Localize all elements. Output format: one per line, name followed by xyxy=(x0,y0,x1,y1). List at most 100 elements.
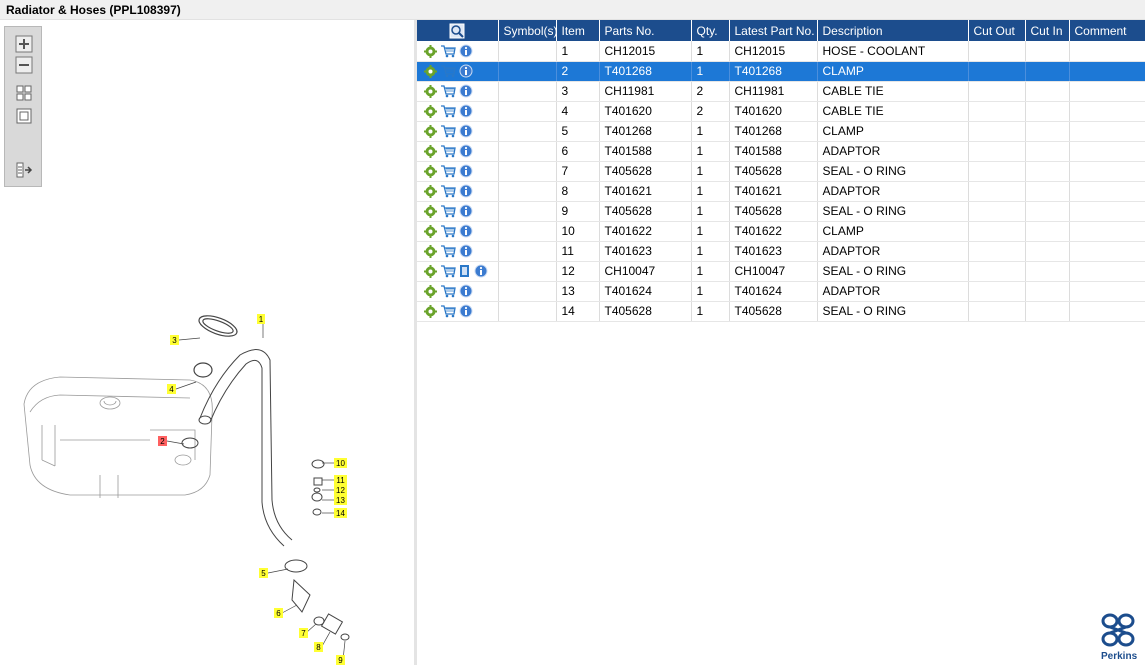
cell-latest-part-no: T401621 xyxy=(729,181,818,202)
callout-5[interactable]: 5 xyxy=(259,568,268,578)
cart-icon[interactable] xyxy=(440,225,456,238)
gear-icon[interactable] xyxy=(424,244,437,258)
callout-3[interactable]: 3 xyxy=(170,335,179,345)
gear-icon[interactable] xyxy=(424,84,437,98)
table-row[interactable]: 10 T401622 1 T401622 CLAMP xyxy=(417,221,1145,242)
info-icon[interactable] xyxy=(459,124,473,138)
cell-qty: 1 xyxy=(691,161,730,182)
cell-item: 1 xyxy=(556,41,600,62)
callout-14[interactable]: 14 xyxy=(334,508,347,518)
info-icon[interactable] xyxy=(459,204,473,218)
cart-icon[interactable] xyxy=(440,145,456,158)
zoom-out-button[interactable] xyxy=(13,54,33,74)
callout-2[interactable]: 2 xyxy=(158,436,167,446)
gear-icon[interactable] xyxy=(424,64,437,78)
info-icon[interactable] xyxy=(459,284,473,298)
table-row[interactable]: 3 CH11981 2 CH11981 CABLE TIE xyxy=(417,81,1145,102)
callout-10[interactable]: 10 xyxy=(334,458,347,468)
info-icon[interactable] xyxy=(474,264,488,278)
column-header-comment[interactable]: Comment xyxy=(1069,20,1145,41)
callout-8[interactable]: 8 xyxy=(314,642,323,652)
cart-icon[interactable] xyxy=(440,65,456,78)
callout-13[interactable]: 13 xyxy=(334,495,347,505)
cell-comment xyxy=(1069,181,1145,202)
column-header-item[interactable]: Item xyxy=(556,20,600,41)
column-header-latest-part-no[interactable]: Latest Part No. xyxy=(729,20,818,41)
info-icon[interactable] xyxy=(459,164,473,178)
table-row[interactable]: 11 T401623 1 T401623 ADAPTOR xyxy=(417,241,1145,262)
table-row[interactable]: 8 T401621 1 T401621 ADAPTOR xyxy=(417,181,1145,202)
info-icon[interactable] xyxy=(459,184,473,198)
cart-icon[interactable] xyxy=(440,85,456,98)
gear-icon[interactable] xyxy=(424,144,437,158)
gear-icon[interactable] xyxy=(424,164,437,178)
document-icon[interactable] xyxy=(459,264,471,278)
callout-9[interactable]: 9 xyxy=(336,655,345,665)
illustration-pane[interactable]: 1 3 4 2 10 11 12 13 14 5 6 7 8 9 xyxy=(0,20,414,665)
row-actions xyxy=(417,81,499,102)
column-header-symbols[interactable]: Symbol(s) xyxy=(498,20,557,41)
info-icon[interactable] xyxy=(459,104,473,118)
gear-icon[interactable] xyxy=(424,184,437,198)
table-row[interactable]: 9 T405628 1 T405628 SEAL - O RING xyxy=(417,201,1145,222)
cell-cut-in xyxy=(1025,181,1070,202)
column-header-qty[interactable]: Qty. xyxy=(691,20,730,41)
table-row[interactable]: 5 T401268 1 T401268 CLAMP xyxy=(417,121,1145,142)
gear-icon[interactable] xyxy=(424,44,437,58)
cart-icon[interactable] xyxy=(440,45,456,58)
callout-1[interactable]: 1 xyxy=(257,314,265,324)
table-row[interactable]: 12 CH10047 1 CH10047 SEAL - O RING xyxy=(417,261,1145,282)
info-icon[interactable] xyxy=(459,84,473,98)
gear-icon[interactable] xyxy=(424,264,437,278)
column-header-tools[interactable] xyxy=(417,20,499,41)
info-icon[interactable] xyxy=(459,144,473,158)
pane-splitter[interactable] xyxy=(414,20,417,665)
cart-icon[interactable] xyxy=(440,125,456,138)
cart-icon[interactable] xyxy=(440,185,456,198)
fit-window-button[interactable] xyxy=(13,105,33,125)
fit-all-icon xyxy=(16,85,32,101)
table-row[interactable]: 7 T405628 1 T405628 SEAL - O RING xyxy=(417,161,1145,182)
cart-icon[interactable] xyxy=(440,305,456,318)
info-icon[interactable] xyxy=(459,64,473,78)
info-icon[interactable] xyxy=(459,304,473,318)
zoom-in-icon xyxy=(15,35,33,53)
table-row[interactable]: 14 T405628 1 T405628 SEAL - O RING xyxy=(417,301,1145,322)
table-row[interactable]: 1 CH12015 1 CH12015 HOSE - COOLANT xyxy=(417,41,1145,62)
gear-icon[interactable] xyxy=(424,124,437,138)
cart-icon[interactable] xyxy=(440,245,456,258)
gear-icon[interactable] xyxy=(424,224,437,238)
table-row[interactable]: 2 T401268 1 T401268 CLAMP xyxy=(417,61,1145,82)
info-icon[interactable] xyxy=(459,224,473,238)
table-row[interactable]: 4 T401620 2 T401620 CABLE TIE xyxy=(417,101,1145,122)
cart-icon[interactable] xyxy=(440,265,456,278)
info-icon[interactable] xyxy=(459,44,473,58)
gear-icon[interactable] xyxy=(424,284,437,298)
parts-diagram[interactable]: 1 3 4 2 10 11 12 13 14 5 6 7 8 9 xyxy=(0,20,414,665)
callout-12[interactable]: 12 xyxy=(334,485,347,495)
zoom-in-button[interactable] xyxy=(13,33,33,53)
gear-icon[interactable] xyxy=(424,204,437,218)
cart-icon[interactable] xyxy=(440,165,456,178)
callout-7[interactable]: 7 xyxy=(299,628,308,638)
info-icon[interactable] xyxy=(459,244,473,258)
callout-11[interactable]: 11 xyxy=(334,475,347,485)
column-header-description[interactable]: Description xyxy=(817,20,969,41)
column-header-parts-no[interactable]: Parts No. xyxy=(599,20,692,41)
svg-text:14: 14 xyxy=(336,509,345,518)
cart-icon[interactable] xyxy=(440,105,456,118)
column-header-cut-out[interactable]: Cut Out xyxy=(968,20,1026,41)
column-header-cut-in[interactable]: Cut In xyxy=(1025,20,1070,41)
cell-comment xyxy=(1069,81,1145,102)
cell-comment xyxy=(1069,161,1145,182)
cart-icon[interactable] xyxy=(440,285,456,298)
fit-all-button[interactable] xyxy=(13,82,33,102)
table-row[interactable]: 13 T401624 1 T401624 ADAPTOR xyxy=(417,281,1145,302)
cart-icon[interactable] xyxy=(440,205,456,218)
callout-6[interactable]: 6 xyxy=(274,608,283,618)
callout-4[interactable]: 4 xyxy=(167,384,176,394)
gear-icon[interactable] xyxy=(424,304,437,318)
export-button[interactable] xyxy=(13,159,33,179)
table-row[interactable]: 6 T401588 1 T401588 ADAPTOR xyxy=(417,141,1145,162)
gear-icon[interactable] xyxy=(424,104,437,118)
